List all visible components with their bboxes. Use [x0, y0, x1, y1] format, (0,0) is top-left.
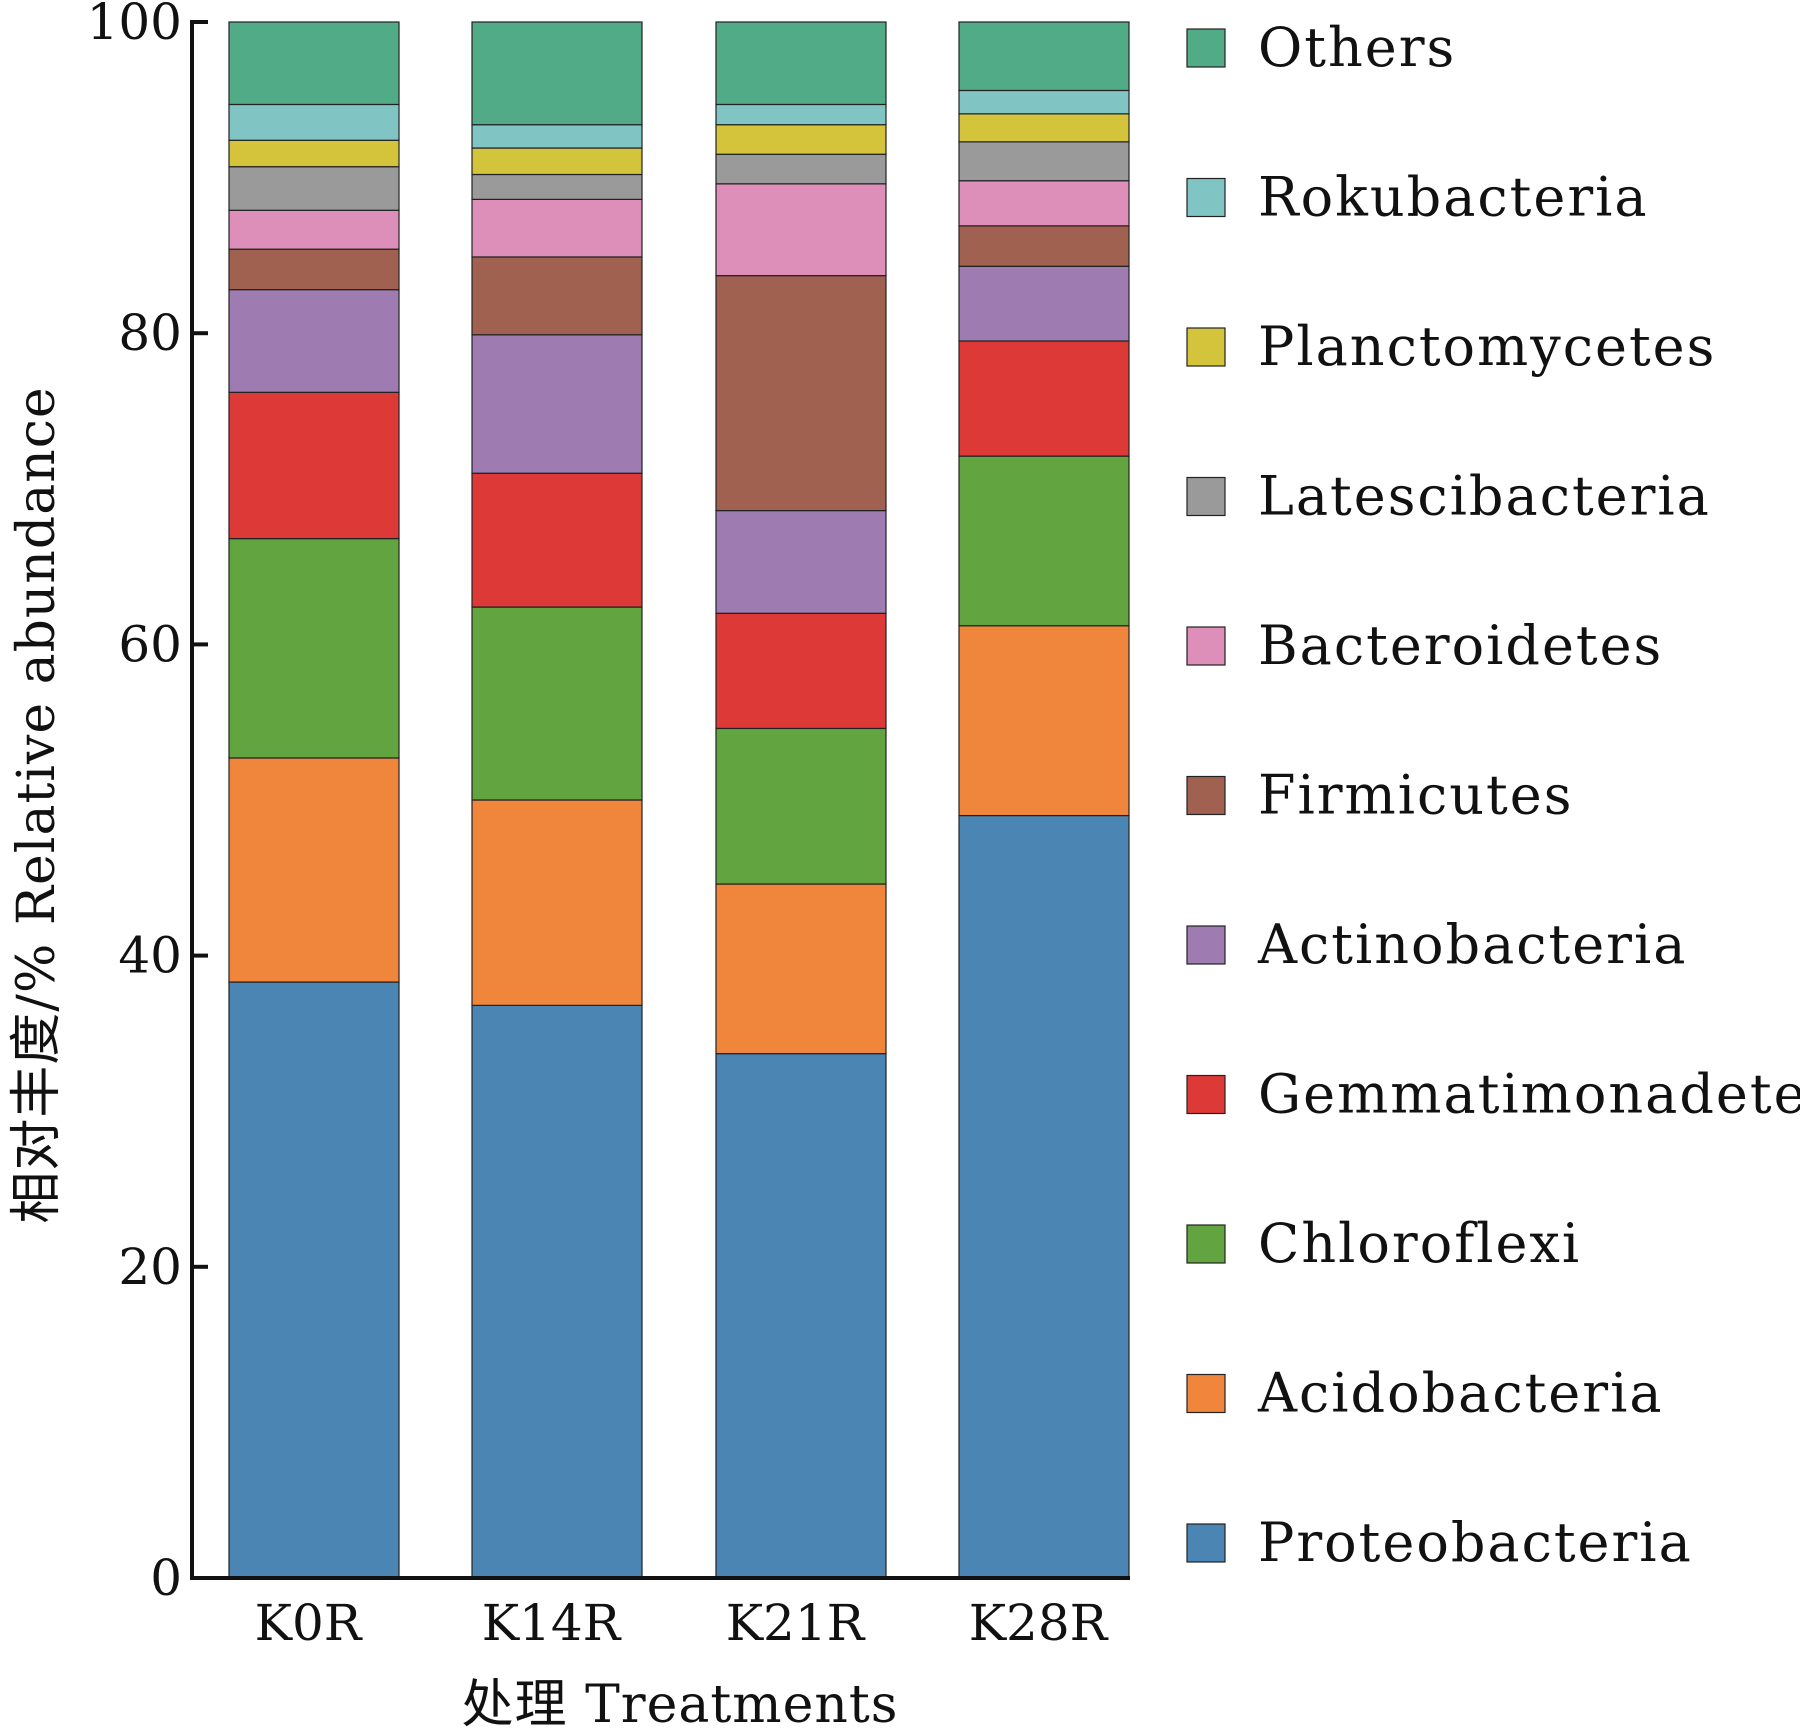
- bar-segment-k28r-rokubacteria: [958, 89, 1130, 115]
- y-tick-label: 100: [87, 0, 182, 51]
- legend-label: Proteobacteria: [1258, 1511, 1693, 1574]
- legend-swatch: [1186, 1224, 1226, 1264]
- bar-segment-k14r-proteobacteria: [471, 1004, 643, 1579]
- legend-swatch: [1186, 327, 1226, 367]
- bar-segment-k21r-bacteroidetes: [715, 183, 887, 277]
- legend-label: Acidobacteria: [1257, 1362, 1664, 1425]
- legend-item-acidobacteria: Acidobacteria: [1186, 1362, 1664, 1425]
- axes-layer: [190, 20, 1130, 1580]
- bar-segment-k14r-chloroflexi: [471, 606, 643, 801]
- x-tick-label: K28R: [969, 1594, 1109, 1652]
- y-ticks-layer: 0 20 40 60 80 100: [87, 0, 208, 1607]
- legend-item-chloroflexi: Chloroflexi: [1186, 1212, 1581, 1275]
- bar-segment-k28r-proteobacteria: [958, 814, 1130, 1579]
- bar-segment-k14r-firmicutes: [471, 256, 643, 336]
- bar-segment-k28r-bacteroidetes: [958, 180, 1130, 227]
- legend-item-latescibacteria: Latescibacteria: [1186, 465, 1711, 528]
- bar-segment-k28r-latescibacteria: [958, 141, 1130, 182]
- bar-segment-k28r-planctomycetes: [958, 113, 1130, 143]
- bar-segment-k0r-gemmatimonadetes: [228, 391, 400, 540]
- bar-segment-k21r-chloroflexi: [715, 727, 887, 885]
- bar-segment-k14r-others: [471, 21, 643, 126]
- legend-swatch: [1186, 1373, 1226, 1414]
- legend-label: Others: [1258, 16, 1456, 79]
- y-tick-label: 40: [118, 927, 182, 985]
- legend-item-gemmatimonadetes: Gemmatimonadetes: [1186, 1063, 1800, 1126]
- bar-segment-k0r-proteobacteria: [228, 981, 400, 1579]
- x-tick-label: K0R: [255, 1594, 363, 1652]
- bar-segment-k0r-acidobacteria: [228, 757, 400, 983]
- bar-segment-k28r-actinobacteria: [958, 265, 1130, 342]
- x-ticks-layer: K0R K14R K21R K28R: [255, 1594, 1109, 1652]
- bar-segment-k14r-acidobacteria: [471, 799, 643, 1006]
- x-tick-label: K21R: [726, 1594, 866, 1652]
- legend: Others Rokubacteria Planctomycetes Latescib…: [1186, 16, 1800, 1574]
- legend-swatch: [1186, 626, 1226, 666]
- legend-label: Latescibacteria: [1258, 465, 1711, 528]
- bar-segment-k21r-acidobacteria: [715, 883, 887, 1055]
- legend-swatch: [1186, 476, 1226, 517]
- bar-segment-k0r-chloroflexi: [228, 537, 400, 759]
- legend-swatch: [1186, 1523, 1226, 1563]
- legend-label: Planctomycetes: [1258, 315, 1716, 378]
- legend-item-firmicutes: Firmicutes: [1186, 764, 1573, 827]
- legend-item-actinobacteria: Actinobacteria: [1186, 913, 1687, 976]
- bar-stack-k28r: [958, 21, 1130, 1579]
- legend-label: Bacteroidetes: [1258, 614, 1663, 677]
- legend-item-rokubacteria: Rokubacteria: [1186, 166, 1649, 229]
- legend-swatch: [1186, 925, 1226, 965]
- legend-label: Firmicutes: [1258, 764, 1573, 827]
- bar-segment-k14r-actinobacteria: [471, 334, 643, 474]
- bar-segment-k28r-others: [958, 21, 1130, 92]
- bar-segment-k14r-rokubacteria: [471, 124, 643, 149]
- y-axis-title: 相对丰度/% Relative abundance: [7, 386, 67, 1223]
- y-tick-label: 80: [118, 304, 182, 362]
- bar-segment-k21r-gemmatimonadetes: [715, 612, 887, 730]
- bar-segment-k0r-bacteroidetes: [228, 209, 400, 250]
- bar-segment-k21r-planctomycetes: [715, 124, 887, 155]
- bar-segment-k14r-planctomycetes: [471, 147, 643, 176]
- y-tick-label: 20: [118, 1238, 182, 1296]
- x-axis-title: 处理 Treatments: [462, 1675, 899, 1735]
- y-tick-label: 60: [118, 615, 182, 673]
- bar-stack-k21r: [715, 21, 887, 1579]
- bar-segment-k0r-rokubacteria: [228, 103, 400, 141]
- bar-segment-k0r-planctomycetes: [228, 139, 400, 168]
- legend-swatch: [1186, 177, 1226, 218]
- bar-segment-k0r-others: [228, 21, 400, 106]
- y-tick-label: 0: [150, 1549, 182, 1607]
- legend-item-planctomycetes: Planctomycetes: [1186, 315, 1716, 378]
- legend-label: Gemmatimonadetes: [1258, 1063, 1800, 1126]
- bar-segment-k14r-latescibacteria: [471, 173, 643, 200]
- bar-segment-k21r-firmicutes: [715, 275, 887, 512]
- bar-segment-k14r-bacteroidetes: [471, 198, 643, 258]
- bar-segment-k21r-latescibacteria: [715, 153, 887, 185]
- bar-stack-k14r: [471, 21, 643, 1579]
- bar-segment-k21r-actinobacteria: [715, 509, 887, 614]
- bar-segment-k14r-gemmatimonadetes: [471, 472, 643, 608]
- legend-swatch: [1186, 28, 1226, 68]
- bar-segment-k21r-proteobacteria: [715, 1053, 887, 1579]
- bar-segment-k21r-rokubacteria: [715, 103, 887, 126]
- bar-segment-k0r-latescibacteria: [228, 166, 400, 211]
- bar-stack-k0r: [228, 21, 400, 1579]
- bar-segment-k0r-firmicutes: [228, 248, 400, 291]
- legend-item-bacteroidetes: Bacteroidetes: [1186, 614, 1663, 677]
- legend-swatch: [1186, 1074, 1226, 1115]
- bar-segment-k28r-acidobacteria: [958, 625, 1130, 817]
- legend-label: Actinobacteria: [1257, 913, 1687, 976]
- legend-item-proteobacteria: Proteobacteria: [1186, 1511, 1693, 1574]
- bar-segment-k28r-chloroflexi: [958, 455, 1130, 627]
- bar-segment-k28r-firmicutes: [958, 225, 1130, 267]
- legend-label: Chloroflexi: [1258, 1212, 1581, 1275]
- bar-segment-k21r-others: [715, 21, 887, 106]
- x-tick-label: K14R: [482, 1594, 622, 1652]
- bar-segment-k28r-gemmatimonadetes: [958, 340, 1130, 457]
- legend-item-others: Others: [1186, 16, 1456, 79]
- bar-segment-k0r-actinobacteria: [228, 289, 400, 393]
- legend-swatch: [1186, 775, 1226, 816]
- bars-layer: [228, 21, 1130, 1579]
- legend-label: Rokubacteria: [1258, 166, 1649, 229]
